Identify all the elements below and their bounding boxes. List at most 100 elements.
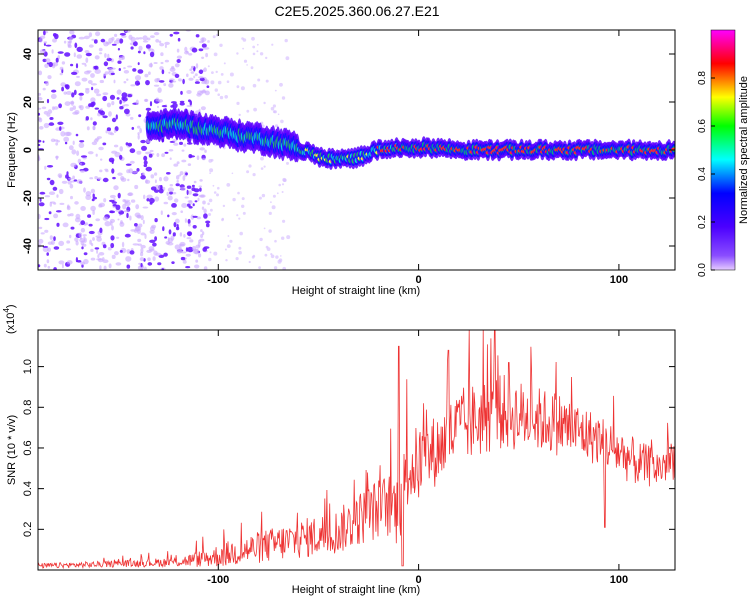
noise-speckle	[190, 71, 195, 74]
noise-speckle	[100, 38, 106, 43]
noise-speckle	[152, 242, 157, 247]
noise-speckle	[64, 131, 71, 137]
noise-speckle	[104, 221, 111, 227]
noise-speckle	[98, 47, 103, 52]
noise-speckle	[121, 92, 128, 98]
noise-speckle	[43, 122, 50, 129]
noise-speckle	[198, 76, 204, 79]
noise-speckle	[38, 117, 43, 123]
noise-speckle	[145, 107, 152, 111]
noise-speckle	[119, 146, 123, 152]
noise-speckle	[90, 117, 93, 121]
faint-speckle	[253, 107, 257, 112]
noise-speckle	[48, 191, 56, 195]
noise-speckle	[76, 54, 83, 59]
noise-speckle	[96, 236, 102, 242]
noise-speckle	[95, 31, 101, 37]
noise-speckle	[117, 172, 123, 176]
noise-speckle	[123, 104, 129, 107]
faint-speckle	[270, 201, 272, 204]
noise-speckle	[116, 236, 120, 239]
spectrogram-y-ticks: -40 -20 0 20 40	[22, 48, 675, 254]
noise-speckle	[158, 188, 164, 194]
noise-speckle	[78, 92, 84, 96]
noise-speckle	[70, 100, 74, 106]
noise-speckle	[197, 242, 201, 247]
snr-x-ticks: -100 0 100	[207, 330, 628, 586]
noise-speckle	[99, 79, 105, 84]
noise-speckle	[82, 234, 87, 237]
noise-speckle	[197, 197, 200, 202]
noise-speckle	[69, 107, 74, 112]
faint-speckle	[238, 217, 241, 220]
noise-speckle	[67, 204, 70, 209]
noise-speckle	[120, 177, 127, 182]
noise-speckle	[145, 44, 151, 49]
noise-speckle	[147, 48, 154, 51]
noise-speckle	[159, 66, 164, 71]
noise-speckle	[163, 176, 169, 182]
noise-speckle	[118, 68, 122, 71]
noise-speckle	[80, 227, 86, 233]
faint-speckle	[282, 219, 286, 223]
faint-speckle	[208, 159, 213, 163]
noise-speckle	[202, 247, 207, 252]
faint-speckle	[274, 124, 279, 128]
noise-speckle	[89, 177, 94, 180]
faint-speckle	[217, 93, 220, 96]
faint-speckle	[259, 52, 264, 56]
noise-speckle	[123, 81, 127, 84]
noise-speckle	[69, 213, 74, 217]
noise-speckle	[143, 266, 147, 270]
faint-speckle	[209, 172, 212, 175]
noise-speckle	[50, 240, 55, 245]
noise-speckle	[160, 61, 164, 65]
noise-speckle	[185, 247, 189, 252]
noise-speckle	[138, 45, 143, 51]
noise-speckle	[98, 252, 105, 256]
noise-speckle	[53, 213, 59, 219]
faint-speckle	[279, 82, 283, 87]
faint-speckle	[224, 95, 228, 99]
faint-speckle	[219, 95, 224, 100]
noise-speckle	[179, 232, 183, 237]
noise-speckle	[174, 63, 180, 68]
noise-speckle	[74, 81, 81, 87]
noise-speckle	[44, 229, 49, 233]
noise-speckle	[176, 59, 181, 63]
noise-speckle	[53, 246, 60, 250]
faint-speckle	[207, 65, 210, 68]
noise-speckle	[53, 236, 56, 242]
noise-speckle	[76, 75, 80, 78]
noise-speckle	[74, 42, 78, 49]
noise-speckle	[91, 101, 96, 106]
faint-speckle	[238, 250, 242, 255]
noise-speckle	[127, 178, 130, 182]
faint-speckle	[212, 184, 215, 187]
noise-speckle	[113, 144, 119, 148]
faint-speckle	[252, 45, 256, 49]
noise-speckle	[73, 179, 78, 182]
faint-speckle	[251, 255, 255, 259]
noise-speckle	[54, 33, 59, 40]
noise-speckle	[68, 177, 73, 180]
noise-speckle	[83, 237, 87, 243]
noise-speckle	[154, 179, 157, 184]
x-tick-label: 0	[416, 274, 422, 286]
noise-speckle	[171, 65, 175, 70]
noise-speckle	[79, 140, 85, 143]
noise-speckle	[92, 193, 95, 198]
noise-speckle	[135, 99, 139, 106]
noise-speckle	[157, 105, 159, 109]
noise-speckle	[108, 111, 112, 117]
noise-speckle	[146, 249, 152, 253]
noise-speckle	[100, 158, 103, 161]
noise-speckle	[188, 223, 191, 227]
noise-speckle	[102, 177, 109, 183]
noise-speckle	[95, 153, 98, 157]
faint-speckle	[237, 191, 240, 195]
noise-speckle	[123, 67, 126, 70]
noise-speckle	[119, 99, 122, 105]
noise-speckle	[71, 92, 75, 98]
noise-speckle	[84, 64, 87, 67]
